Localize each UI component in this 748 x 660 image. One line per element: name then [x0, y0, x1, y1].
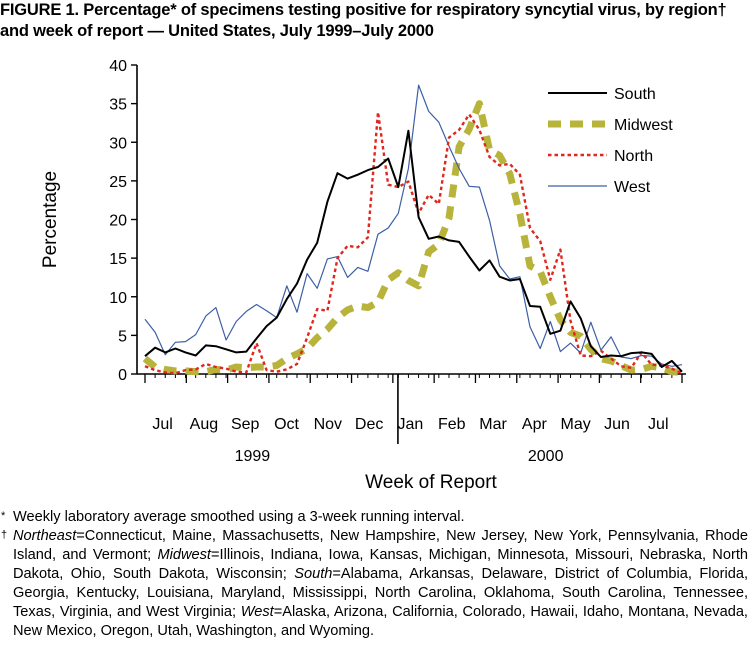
- y-tick-label: 15: [109, 251, 127, 268]
- x-month-label: Jul: [648, 416, 668, 433]
- legend-label-west: West: [614, 179, 651, 196]
- footnote-dagger-mark: †: [1, 529, 8, 541]
- x-month-label: May: [561, 416, 591, 433]
- region-states-northeast: =Connecticut, Maine, Massachusetts, New …: [13, 528, 748, 563]
- region-name-south: South: [294, 566, 333, 582]
- y-tick-label: 25: [109, 174, 127, 191]
- y-tick-label: 40: [109, 58, 127, 75]
- y-tick-label: 35: [109, 97, 127, 114]
- x-year-label: 2000: [528, 448, 564, 465]
- x-month-label: Jun: [604, 416, 630, 433]
- region-states-midwest: =Illinois, Indiana, Iowa, Kansas, Michig…: [13, 547, 748, 582]
- x-month-label: Mar: [479, 416, 507, 433]
- x-month-label: Aug: [190, 416, 218, 433]
- chart-axes: [136, 65, 686, 375]
- series-line-south: [144, 129, 683, 373]
- series-line-midwest: [142, 100, 683, 376]
- x-month-label: Feb: [438, 416, 466, 433]
- legend-label-north: North: [614, 148, 653, 165]
- y-tick-label: 5: [118, 328, 127, 345]
- x-month-label: Apr: [522, 416, 548, 433]
- x-month-label: Nov: [314, 416, 342, 433]
- footnote-smoothing: * Weekly laboratory average smoothed usin…: [0, 508, 748, 527]
- legend-label-midwest: Midwest: [614, 117, 673, 134]
- region-name-west: West: [240, 604, 274, 620]
- y-tick-label: 10: [109, 290, 127, 307]
- y-tick-label: 0: [118, 367, 127, 384]
- x-month-label: Sep: [231, 416, 260, 433]
- x-month-label: Dec: [355, 416, 383, 433]
- legend-label-south: South: [614, 86, 656, 103]
- y-axis-ticks: 0 5 10 15 20 25 30 35 40: [109, 58, 137, 384]
- figure-title: FIGURE 1. Percentage* of specimens testi…: [0, 1, 727, 40]
- footnotes: * Weekly laboratory average smoothed usin…: [0, 508, 748, 641]
- y-tick-label: 30: [109, 135, 127, 152]
- series-line-north: [144, 110, 683, 375]
- series-lines: [142, 84, 683, 376]
- y-tick-label: 20: [109, 213, 127, 230]
- x-month-label: Jul: [152, 416, 172, 433]
- x-axis-ticks: Jul Aug Sep Oct Nov Dec Jan Feb Mar Apr May Jun Jul 1…: [144, 374, 683, 465]
- rsv-line-chart: 0 5 10 15 20 25 30 35 40 Jul Aug Sep Oct Nov Dec Jan Fe…: [40, 58, 686, 493]
- region-states-west: =Alaska, Arizona, California, Colorado, …: [13, 604, 748, 639]
- y-axis-label: Percentage: [40, 171, 61, 268]
- x-axis-label: Week of Report: [365, 472, 497, 493]
- region-name-midwest: Midwest: [157, 547, 211, 563]
- region-name-northeast: Northeast: [13, 528, 77, 544]
- x-month-label: Jan: [398, 416, 424, 433]
- footnote-star-text: Weekly laboratory average smoothed using…: [13, 509, 465, 525]
- series-line-west: [144, 84, 683, 367]
- chart-legend: South Midwest North West: [548, 86, 673, 196]
- x-month-label: Oct: [274, 416, 299, 433]
- footnote-star-mark: *: [1, 510, 6, 522]
- x-year-label: 1999: [235, 448, 271, 465]
- region-states-south: =Alabama, Arkansas, Delaware, District o…: [13, 566, 748, 620]
- footnote-regions: † Northeast=Connecticut, Maine, Massachus…: [0, 527, 748, 641]
